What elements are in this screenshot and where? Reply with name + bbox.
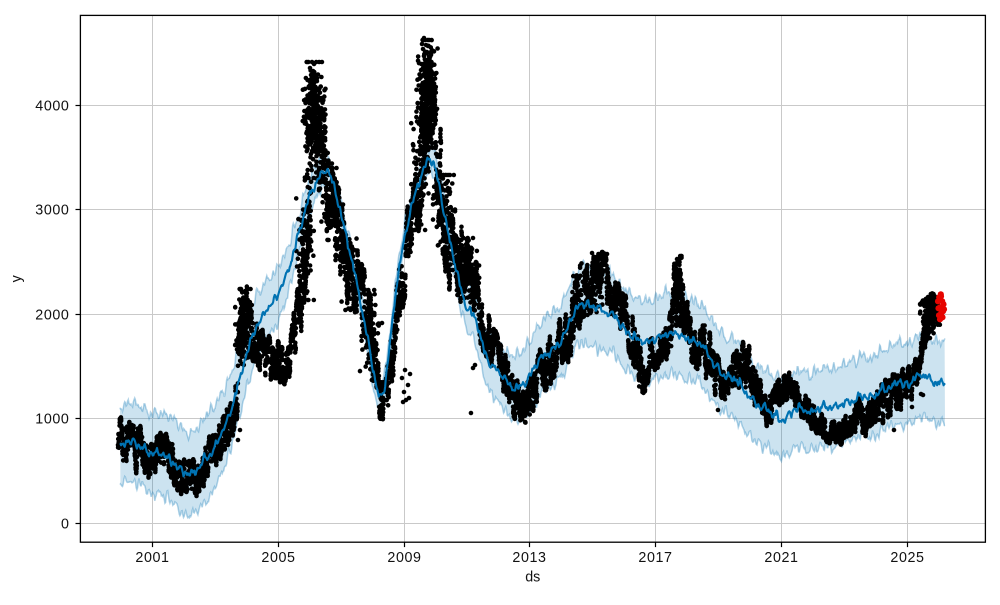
svg-text:2005: 2005 [261,550,295,566]
svg-text:2021: 2021 [764,550,798,566]
svg-text:2009: 2009 [387,550,421,566]
svg-text:2025: 2025 [890,550,924,566]
svg-text:2001: 2001 [135,550,169,566]
svg-text:0: 0 [61,517,70,533]
svg-text:2017: 2017 [638,550,672,566]
svg-text:4000: 4000 [35,99,69,115]
svg-text:y: y [9,274,25,282]
svg-text:ds: ds [525,570,540,586]
svg-text:2000: 2000 [35,308,69,324]
svg-text:1000: 1000 [35,412,69,428]
svg-text:3000: 3000 [35,203,69,219]
svg-text:2013: 2013 [512,550,546,566]
